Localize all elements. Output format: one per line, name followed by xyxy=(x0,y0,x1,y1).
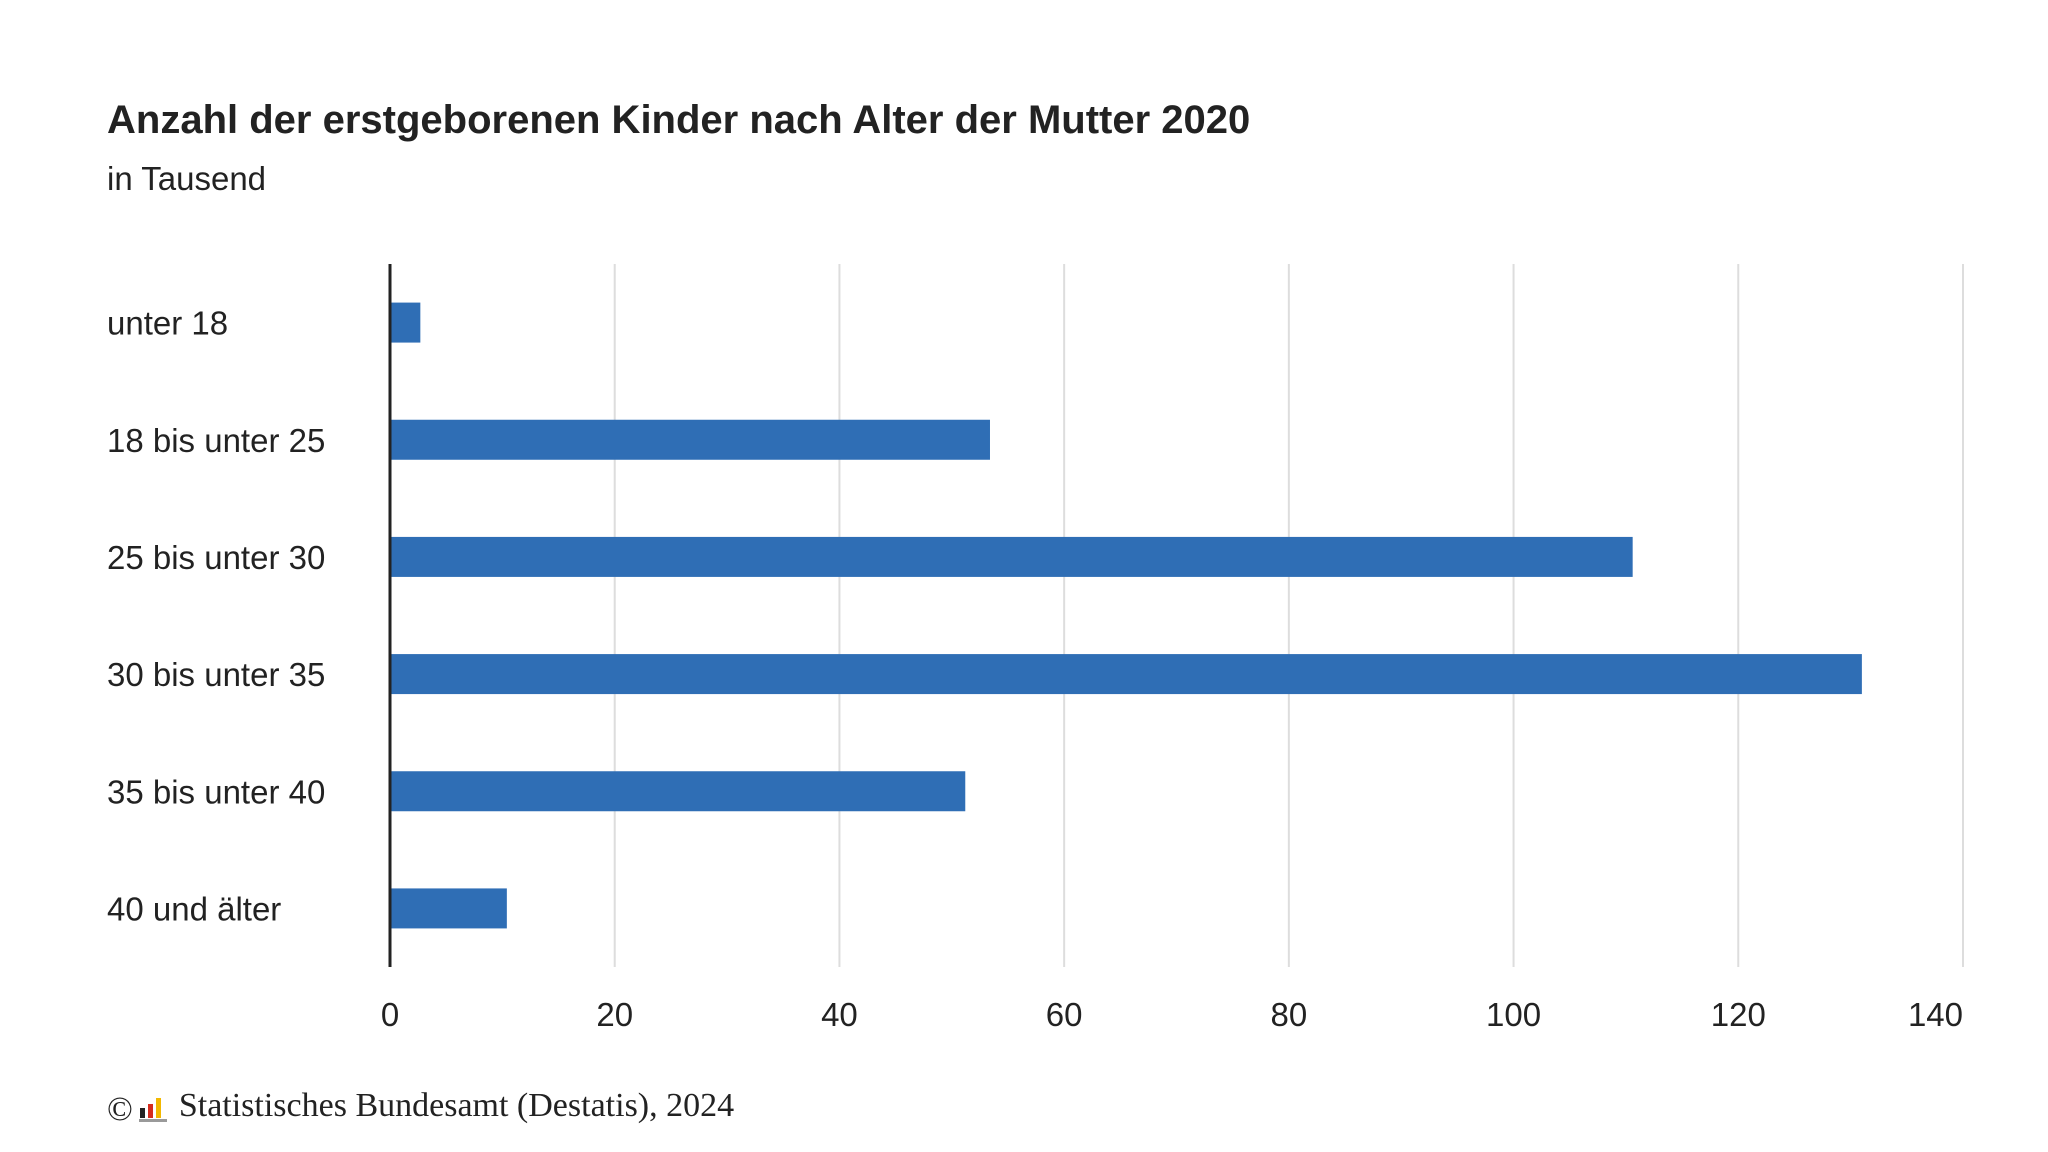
bar xyxy=(390,536,1633,577)
bar xyxy=(390,654,1862,695)
bar xyxy=(390,419,990,460)
chart-title: Anzahl der erstgeborenen Kinder nach Alt… xyxy=(107,98,1251,142)
destatis-logo-icon xyxy=(138,1094,169,1122)
source-text: Statistisches Bundesamt (Destatis), 2024 xyxy=(178,1087,735,1124)
category-label: 35 bis unter 40 xyxy=(107,773,325,810)
chart-subtitle: in Tausend xyxy=(107,160,267,197)
bar xyxy=(390,302,421,343)
copyright-sign: © xyxy=(107,1091,133,1128)
category-label: 18 bis unter 25 xyxy=(107,422,325,459)
bar xyxy=(390,771,966,812)
category-label: 40 und älter xyxy=(107,890,281,927)
x-tick-label: 20 xyxy=(596,996,633,1033)
category-label: unter 18 xyxy=(107,305,228,342)
x-tick-label: 100 xyxy=(1486,996,1541,1033)
x-tick-label: 120 xyxy=(1711,996,1766,1033)
x-tick-label: 40 xyxy=(821,996,858,1033)
x-tick-label: 140 xyxy=(1908,996,1963,1033)
bar xyxy=(390,888,507,929)
category-label: 25 bis unter 30 xyxy=(107,539,325,576)
category-label: 30 bis unter 35 xyxy=(107,656,325,693)
x-tick-label: 0 xyxy=(381,996,399,1033)
x-tick-label: 60 xyxy=(1046,996,1083,1033)
x-tick-label: 80 xyxy=(1270,996,1307,1033)
source-footer: © Statistisches Bundesamt (Destatis), 20… xyxy=(107,1087,735,1128)
